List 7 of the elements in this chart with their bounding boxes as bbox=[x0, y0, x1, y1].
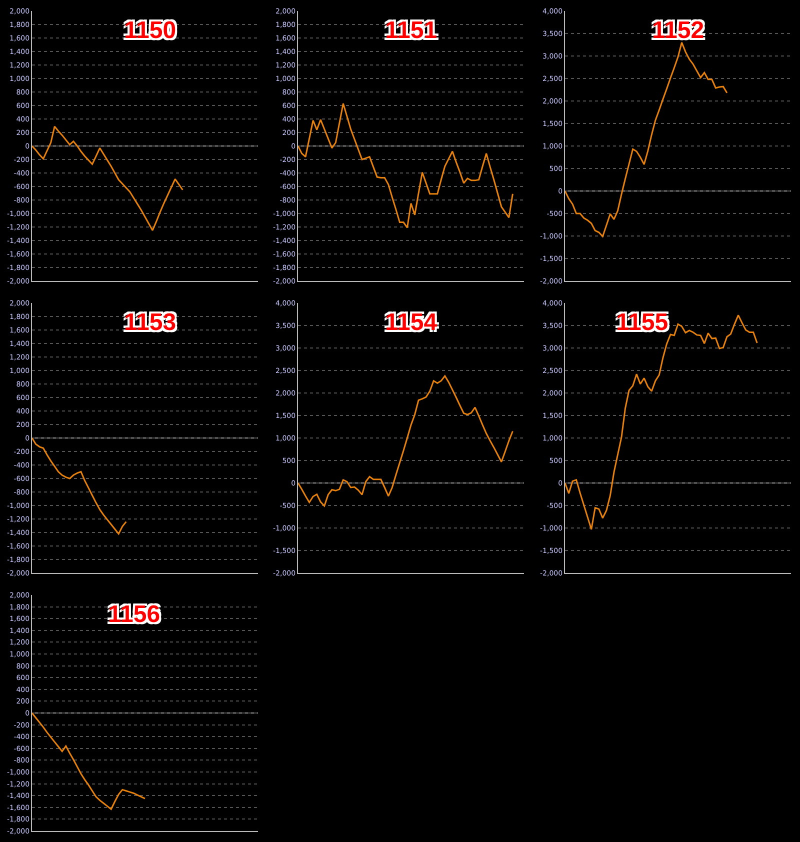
chart-title: 1150 bbox=[124, 17, 176, 44]
chart-title: 1153 bbox=[124, 309, 176, 336]
chart-title: 1151 bbox=[385, 17, 438, 44]
chart-title: 1156 bbox=[108, 601, 160, 628]
chart-title: 1152 bbox=[652, 17, 704, 44]
chart-title: 1154 bbox=[385, 309, 438, 336]
chart-title: 1155 bbox=[616, 309, 668, 336]
